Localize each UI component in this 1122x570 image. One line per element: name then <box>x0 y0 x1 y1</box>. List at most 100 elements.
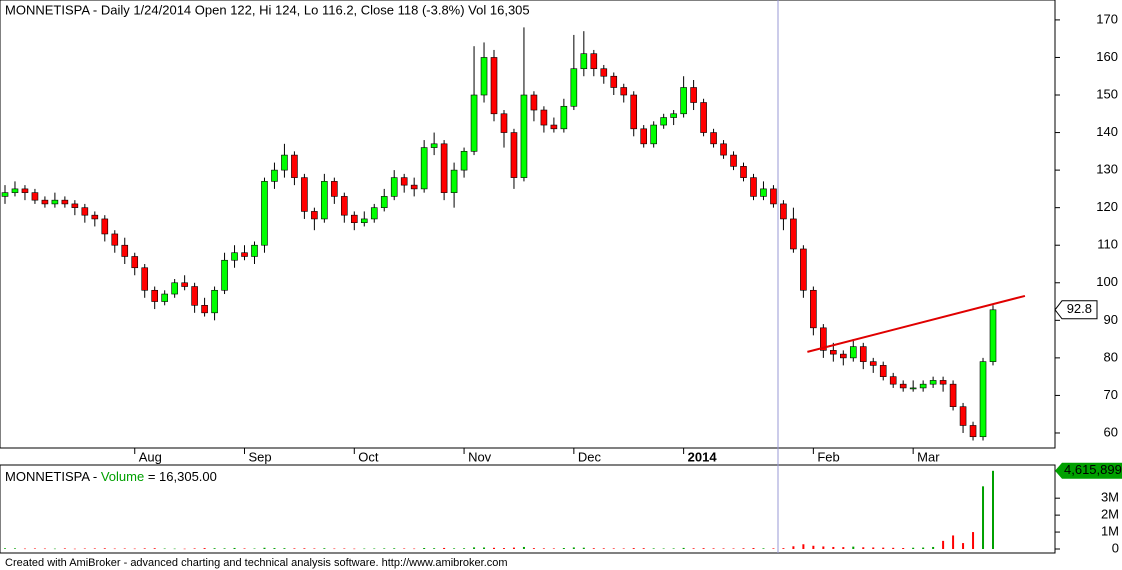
volume-bar <box>43 548 46 550</box>
volume-bar <box>932 546 935 549</box>
candle-body <box>510 132 518 178</box>
candle-body <box>341 196 348 216</box>
volume-bar <box>552 548 555 549</box>
volume-bar <box>4 548 6 549</box>
x-tick-label: Dec <box>578 449 602 464</box>
last-volume-box <box>1055 462 1122 479</box>
candle-body <box>430 143 438 148</box>
volume-bar <box>293 548 296 549</box>
candle-body <box>500 113 508 133</box>
volume-bar <box>942 540 945 549</box>
x-tick-label: 2014 <box>688 449 718 464</box>
volume-bar <box>662 548 665 550</box>
candle-body <box>460 151 468 171</box>
candle-body <box>740 166 747 178</box>
volume-bar <box>493 547 496 549</box>
volume-bar <box>722 548 725 549</box>
volume-bar <box>233 547 236 549</box>
candle-body <box>490 57 498 115</box>
volume-bar <box>163 548 166 550</box>
candle-body <box>969 425 977 438</box>
candle-body <box>211 289 218 314</box>
candle-body <box>640 128 648 145</box>
candle-body <box>610 75 618 88</box>
candle-body <box>700 102 707 133</box>
candle-body <box>261 181 268 246</box>
candle-body <box>321 181 328 220</box>
candle-body <box>1 192 9 197</box>
volume-bar <box>323 548 326 549</box>
candle-body <box>830 350 837 355</box>
volume-bar <box>952 535 955 549</box>
volume-bar <box>263 547 266 549</box>
candle-body <box>840 353 847 359</box>
volume-bar <box>992 470 994 549</box>
candle-body <box>311 211 318 220</box>
volume-bar <box>762 548 765 549</box>
volume-bar <box>702 548 705 549</box>
volume-bar <box>692 548 695 549</box>
candle-body <box>590 53 598 70</box>
candle-body <box>440 143 448 193</box>
candle-body <box>550 124 558 130</box>
volume-bar <box>512 547 515 549</box>
candle-body <box>790 218 797 250</box>
volume-tick-label: 2M <box>1101 507 1119 522</box>
candle-body <box>101 218 109 235</box>
volume-bar <box>562 548 565 549</box>
candle-body <box>989 309 997 362</box>
candle-body <box>370 207 378 220</box>
candle-body <box>780 203 787 220</box>
volume-bar <box>153 548 156 549</box>
volume-bar <box>672 548 675 549</box>
volume-bar <box>283 548 286 549</box>
y-tick-label: 120 <box>1096 199 1118 214</box>
last-volume-label: 4,615,899 <box>1064 462 1122 477</box>
candle-body <box>480 57 488 96</box>
volume-bar <box>273 548 276 549</box>
volume-bar <box>253 548 256 550</box>
volume-bar <box>502 548 505 549</box>
y-tick-label: 70 <box>1104 387 1118 402</box>
volume-bar <box>882 547 885 549</box>
candle-body <box>530 94 538 111</box>
candle-body <box>800 248 807 291</box>
volume-bar <box>822 546 825 549</box>
candle-body <box>420 147 428 190</box>
candle-body <box>570 68 578 107</box>
y-tick-label: 100 <box>1096 274 1118 289</box>
candle-body <box>859 346 867 362</box>
volume-name: Volume <box>101 469 144 484</box>
y-tick-label: 110 <box>1097 237 1118 252</box>
volume-bar <box>622 548 625 549</box>
volume-bar <box>862 547 865 549</box>
volume-bar <box>33 548 36 549</box>
volume-tick-label: 3M <box>1101 490 1119 505</box>
candle-body <box>41 199 49 205</box>
y-tick-label: 170 <box>1096 11 1118 26</box>
volume-bar <box>403 548 406 549</box>
candle-body <box>889 376 897 385</box>
candle-body <box>181 282 188 287</box>
candle-body <box>470 94 478 152</box>
trendline <box>807 294 1026 353</box>
volume-bar <box>792 546 795 549</box>
candle-body <box>291 154 298 178</box>
volume-bar <box>912 547 915 549</box>
volume-bar <box>363 548 366 550</box>
volume-bar <box>243 548 246 549</box>
volume-bar <box>582 547 585 549</box>
volume-bar <box>572 547 575 549</box>
x-tick-label: Sep <box>249 449 272 464</box>
volume-bar <box>383 548 386 549</box>
candle-body <box>560 105 568 130</box>
volume-bar <box>812 545 815 549</box>
price-pane <box>0 0 1056 449</box>
candle-body <box>91 214 99 220</box>
candle-body <box>201 305 208 314</box>
volume-bar <box>632 548 635 549</box>
volume-bar <box>453 548 456 549</box>
volume-bar <box>902 547 905 549</box>
candle-body <box>770 188 777 205</box>
candle-body <box>171 282 178 295</box>
